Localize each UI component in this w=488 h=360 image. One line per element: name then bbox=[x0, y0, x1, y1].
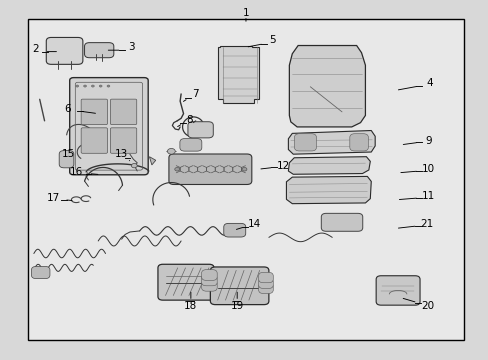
Polygon shape bbox=[289, 45, 365, 127]
Circle shape bbox=[242, 167, 246, 171]
Text: 11: 11 bbox=[421, 191, 434, 201]
Polygon shape bbox=[288, 157, 369, 174]
FancyBboxPatch shape bbox=[110, 99, 137, 125]
FancyBboxPatch shape bbox=[59, 150, 74, 168]
Text: 20: 20 bbox=[420, 301, 433, 311]
Text: 8: 8 bbox=[186, 115, 193, 125]
FancyBboxPatch shape bbox=[180, 139, 202, 151]
Circle shape bbox=[76, 85, 79, 87]
FancyBboxPatch shape bbox=[294, 134, 316, 151]
FancyBboxPatch shape bbox=[81, 99, 107, 125]
Circle shape bbox=[167, 148, 175, 154]
Text: 3: 3 bbox=[128, 42, 134, 52]
Text: 4: 4 bbox=[426, 78, 432, 88]
FancyBboxPatch shape bbox=[168, 154, 251, 184]
FancyBboxPatch shape bbox=[321, 213, 362, 231]
FancyBboxPatch shape bbox=[201, 280, 217, 291]
Text: 15: 15 bbox=[61, 149, 75, 159]
FancyBboxPatch shape bbox=[201, 275, 217, 286]
FancyBboxPatch shape bbox=[258, 283, 273, 293]
FancyBboxPatch shape bbox=[31, 266, 50, 279]
Text: 17: 17 bbox=[47, 193, 60, 203]
FancyBboxPatch shape bbox=[84, 42, 114, 58]
Circle shape bbox=[174, 167, 179, 171]
Text: 12: 12 bbox=[276, 161, 289, 171]
Text: 18: 18 bbox=[184, 301, 197, 311]
Bar bbox=[27, 19, 463, 339]
Circle shape bbox=[99, 85, 102, 87]
Text: 14: 14 bbox=[247, 219, 260, 229]
Text: 21: 21 bbox=[420, 219, 433, 229]
Text: 13: 13 bbox=[115, 149, 128, 159]
Circle shape bbox=[107, 85, 110, 87]
Text: 6: 6 bbox=[64, 104, 71, 114]
Text: 16: 16 bbox=[69, 167, 83, 177]
Polygon shape bbox=[217, 45, 259, 103]
Text: 5: 5 bbox=[269, 35, 276, 45]
FancyBboxPatch shape bbox=[224, 224, 245, 237]
Text: 1: 1 bbox=[242, 8, 249, 18]
Text: 10: 10 bbox=[422, 164, 434, 174]
FancyBboxPatch shape bbox=[375, 276, 419, 305]
FancyBboxPatch shape bbox=[210, 267, 268, 305]
FancyBboxPatch shape bbox=[70, 78, 148, 175]
FancyBboxPatch shape bbox=[110, 128, 137, 153]
FancyBboxPatch shape bbox=[258, 278, 273, 288]
Text: 9: 9 bbox=[425, 136, 431, 145]
Polygon shape bbox=[288, 131, 374, 154]
FancyBboxPatch shape bbox=[349, 134, 367, 151]
Text: 2: 2 bbox=[32, 44, 39, 54]
FancyBboxPatch shape bbox=[187, 122, 213, 138]
Polygon shape bbox=[286, 176, 370, 204]
Circle shape bbox=[131, 163, 137, 168]
Text: 7: 7 bbox=[192, 89, 199, 99]
FancyBboxPatch shape bbox=[158, 264, 214, 300]
Polygon shape bbox=[149, 157, 156, 165]
FancyBboxPatch shape bbox=[81, 128, 107, 153]
FancyBboxPatch shape bbox=[46, 37, 82, 64]
Text: 19: 19 bbox=[230, 301, 244, 311]
Circle shape bbox=[83, 85, 86, 87]
FancyBboxPatch shape bbox=[258, 273, 273, 283]
FancyBboxPatch shape bbox=[201, 270, 217, 280]
Circle shape bbox=[91, 85, 94, 87]
